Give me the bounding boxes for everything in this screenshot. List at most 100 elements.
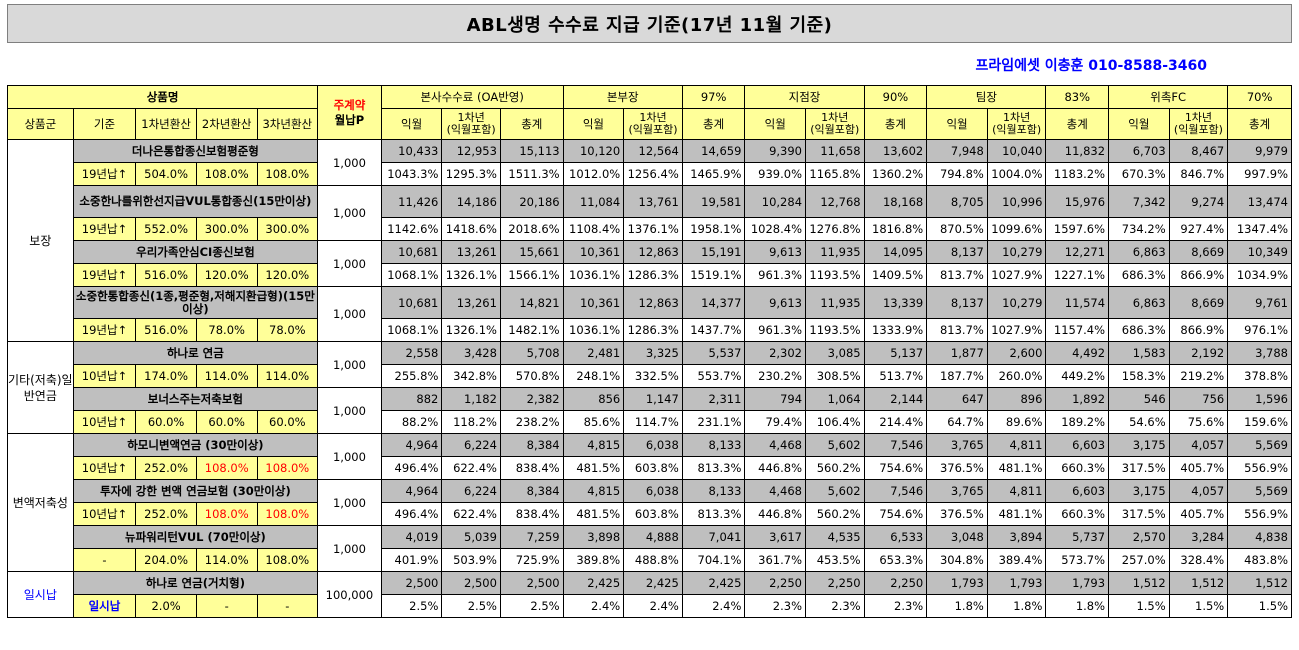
incl-next-month-label: (익월포함) [446,123,496,136]
amount-cell: 6,038 [623,433,683,457]
rate-cell: 1028.4% [744,217,807,241]
rate-cell: 1004.0% [986,162,1047,186]
table-row: 소중한나를위한선지급VUL통합종신(15만이상) 1,000 11,426 14,18… [8,185,1292,241]
amount-cell: 3,765 [926,479,988,503]
premium-cell: 1,000 [317,185,382,241]
rate-cell: 1276.8% [805,217,865,241]
rate-cell: 1.8% [926,594,988,618]
rate-cell: 332.5% [623,364,683,388]
amount-cell: 8,705 [926,185,988,218]
rate-cell: 389.4% [986,548,1047,572]
amount-cell: 2,600 [986,341,1047,365]
rate-cell: 1418.6% [441,217,501,241]
rate-cell: 361.7% [744,548,807,572]
rate-cell: 189.2% [1045,410,1110,434]
product-group-cell: 변액저축성 [7,433,74,572]
sub-header-total: 총계 [1045,108,1110,140]
monthly-premium-label: 월납P [334,112,365,127]
rate-cell: 1227.1% [1045,263,1110,287]
first-year-label: 1차년 [639,111,667,124]
amount-cell: 2,481 [562,341,625,365]
basis-cell: 10년납↑ [72,456,137,480]
rate-cell: 754.6% [863,502,928,526]
amount-cell: 15,191 [681,240,746,264]
basis-cell: 19년납↑ [72,162,137,186]
rate-cell: 1.8% [1045,594,1110,618]
rate-cell: 401.9% [380,548,443,572]
rate-cell: 231.1% [681,410,746,434]
main-contract-label: 주계약 [333,97,366,112]
product-name-cell: 더나은통합종신보험평준형 [72,139,319,163]
year1-conv-cell: 552.0% [135,217,197,241]
amount-cell: 4,815 [562,479,625,503]
rate-cell: 1326.1% [441,318,501,342]
amount-cell: 10,349 [1227,240,1292,264]
table-row: 19년납↑ 516.0% 120.0% 120.0% 1068.1% 1326.1% 156… [8,263,1292,287]
amount-cell: 6,224 [441,479,501,503]
amount-cell: 10,040 [986,139,1047,163]
rate-cell: 214.4% [863,410,928,434]
rate-cell: 794.8% [926,162,988,186]
rate-cell: 481.5% [562,502,625,526]
rate-cell: 1034.9% [1227,263,1292,287]
amount-cell: 3,617 [744,525,807,549]
product-group-cell: 보장 [7,139,74,342]
amount-cell: 896 [986,387,1047,411]
group-header-hq: 본사수수료 (OA반영) [380,85,564,109]
rate-cell: 1.8% [986,594,1047,618]
amount-cell: 5,708 [499,341,564,365]
amount-cell: 4,057 [1168,433,1229,457]
amount-cell: 6,603 [1045,479,1110,503]
amount-cell: 2,250 [744,571,807,595]
rate-cell: 556.9% [1227,456,1292,480]
rate-cell: 1360.2% [863,162,928,186]
sub-header-first-year: 1차년 (익월포함) [1168,108,1229,140]
rate-cell: 573.7% [1045,548,1110,572]
year2-conv-cell: 78.0% [195,318,258,342]
amount-cell: 10,361 [562,286,625,319]
year3-conv-header: 3차년환산 [256,108,319,140]
basis-cell: - [72,548,137,572]
amount-cell: 5,602 [805,479,865,503]
premium-cell: 1,000 [317,433,382,480]
amount-cell: 2,382 [499,387,564,411]
rate-cell: 1409.5% [863,263,928,287]
product-name-cell: 소중한나를위한선지급VUL통합종신(15만이상) [72,185,319,218]
amount-cell: 647 [926,387,988,411]
amount-cell: 3,085 [805,341,865,365]
year1-conv-cell: 2.0% [135,594,197,618]
rate-cell: 622.4% [441,456,501,480]
rate-cell: 1256.4% [623,162,683,186]
year2-conv-cell: 120.0% [195,263,258,287]
product-name-cell: 투자에 강한 변액 연금보험 (30만이상) [72,479,319,503]
amount-cell: 12,953 [441,139,501,163]
rate-cell: 64.7% [926,410,988,434]
amount-cell: 1,892 [1045,387,1110,411]
basis-cell: 10년납↑ [72,502,137,526]
rate-cell: 187.7% [926,364,988,388]
year1-conv-cell: 204.0% [135,548,197,572]
rate-cell: 1.5% [1168,594,1229,618]
rate-cell: 976.1% [1227,318,1292,342]
amount-cell: 10,120 [562,139,625,163]
amount-cell: 13,602 [863,139,928,163]
amount-cell: 2,500 [380,571,443,595]
amount-cell: 2,558 [380,341,443,365]
rate-cell: 2018.6% [499,217,564,241]
rate-cell: 1043.3% [380,162,443,186]
product-group-cell: 기타(저축)일반연금 [7,341,74,434]
rate-cell: 927.4% [1168,217,1229,241]
year3-conv-cell: 120.0% [256,263,319,287]
rate-cell: 405.7% [1168,456,1229,480]
amount-cell: 12,271 [1045,240,1110,264]
amount-cell: 882 [380,387,443,411]
rate-cell: 813.3% [681,456,746,480]
rate-cell: 838.4% [499,456,564,480]
amount-cell: 9,979 [1227,139,1292,163]
rate-cell: 670.3% [1108,162,1170,186]
year2-conv-cell: - [195,594,258,618]
premium-cell: 1,000 [317,387,382,434]
amount-cell: 2,250 [805,571,865,595]
rate-cell: 1958.1% [681,217,746,241]
rate-cell: 1326.1% [441,263,501,287]
